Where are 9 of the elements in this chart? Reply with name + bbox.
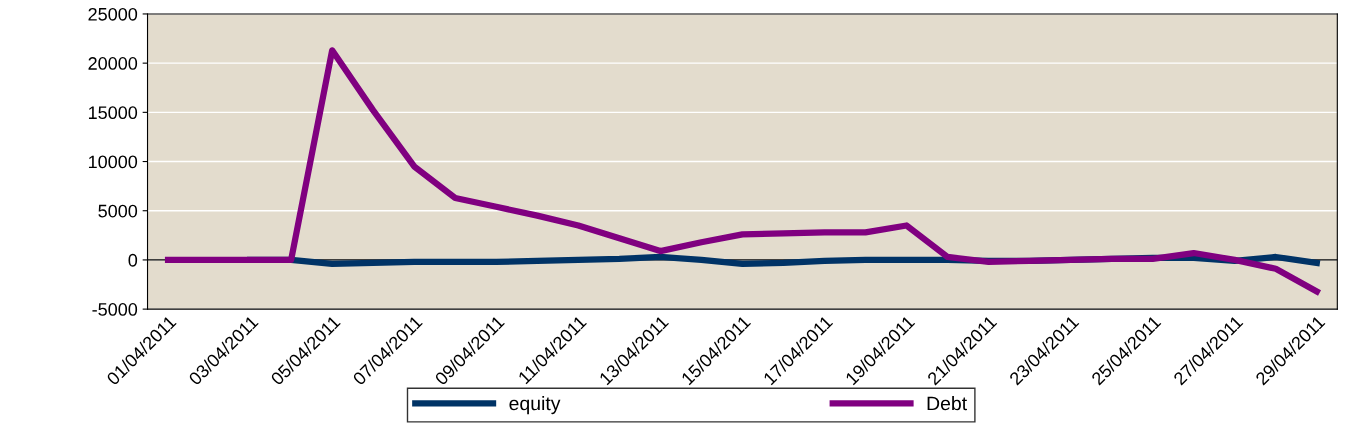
y-tick-label: -5000 — [92, 303, 138, 316]
y-tick-label: 10000 — [88, 155, 138, 169]
y-tick-label: 25000 — [88, 7, 138, 21]
y-tick-label: 15000 — [88, 106, 138, 120]
y-tick-label: 0 — [128, 253, 138, 267]
legend-label: equity — [509, 396, 561, 415]
y-tick-label: 20000 — [88, 57, 138, 70]
legend-label: Debt — [927, 396, 967, 411]
y-tick-label: 5000 — [98, 204, 138, 218]
